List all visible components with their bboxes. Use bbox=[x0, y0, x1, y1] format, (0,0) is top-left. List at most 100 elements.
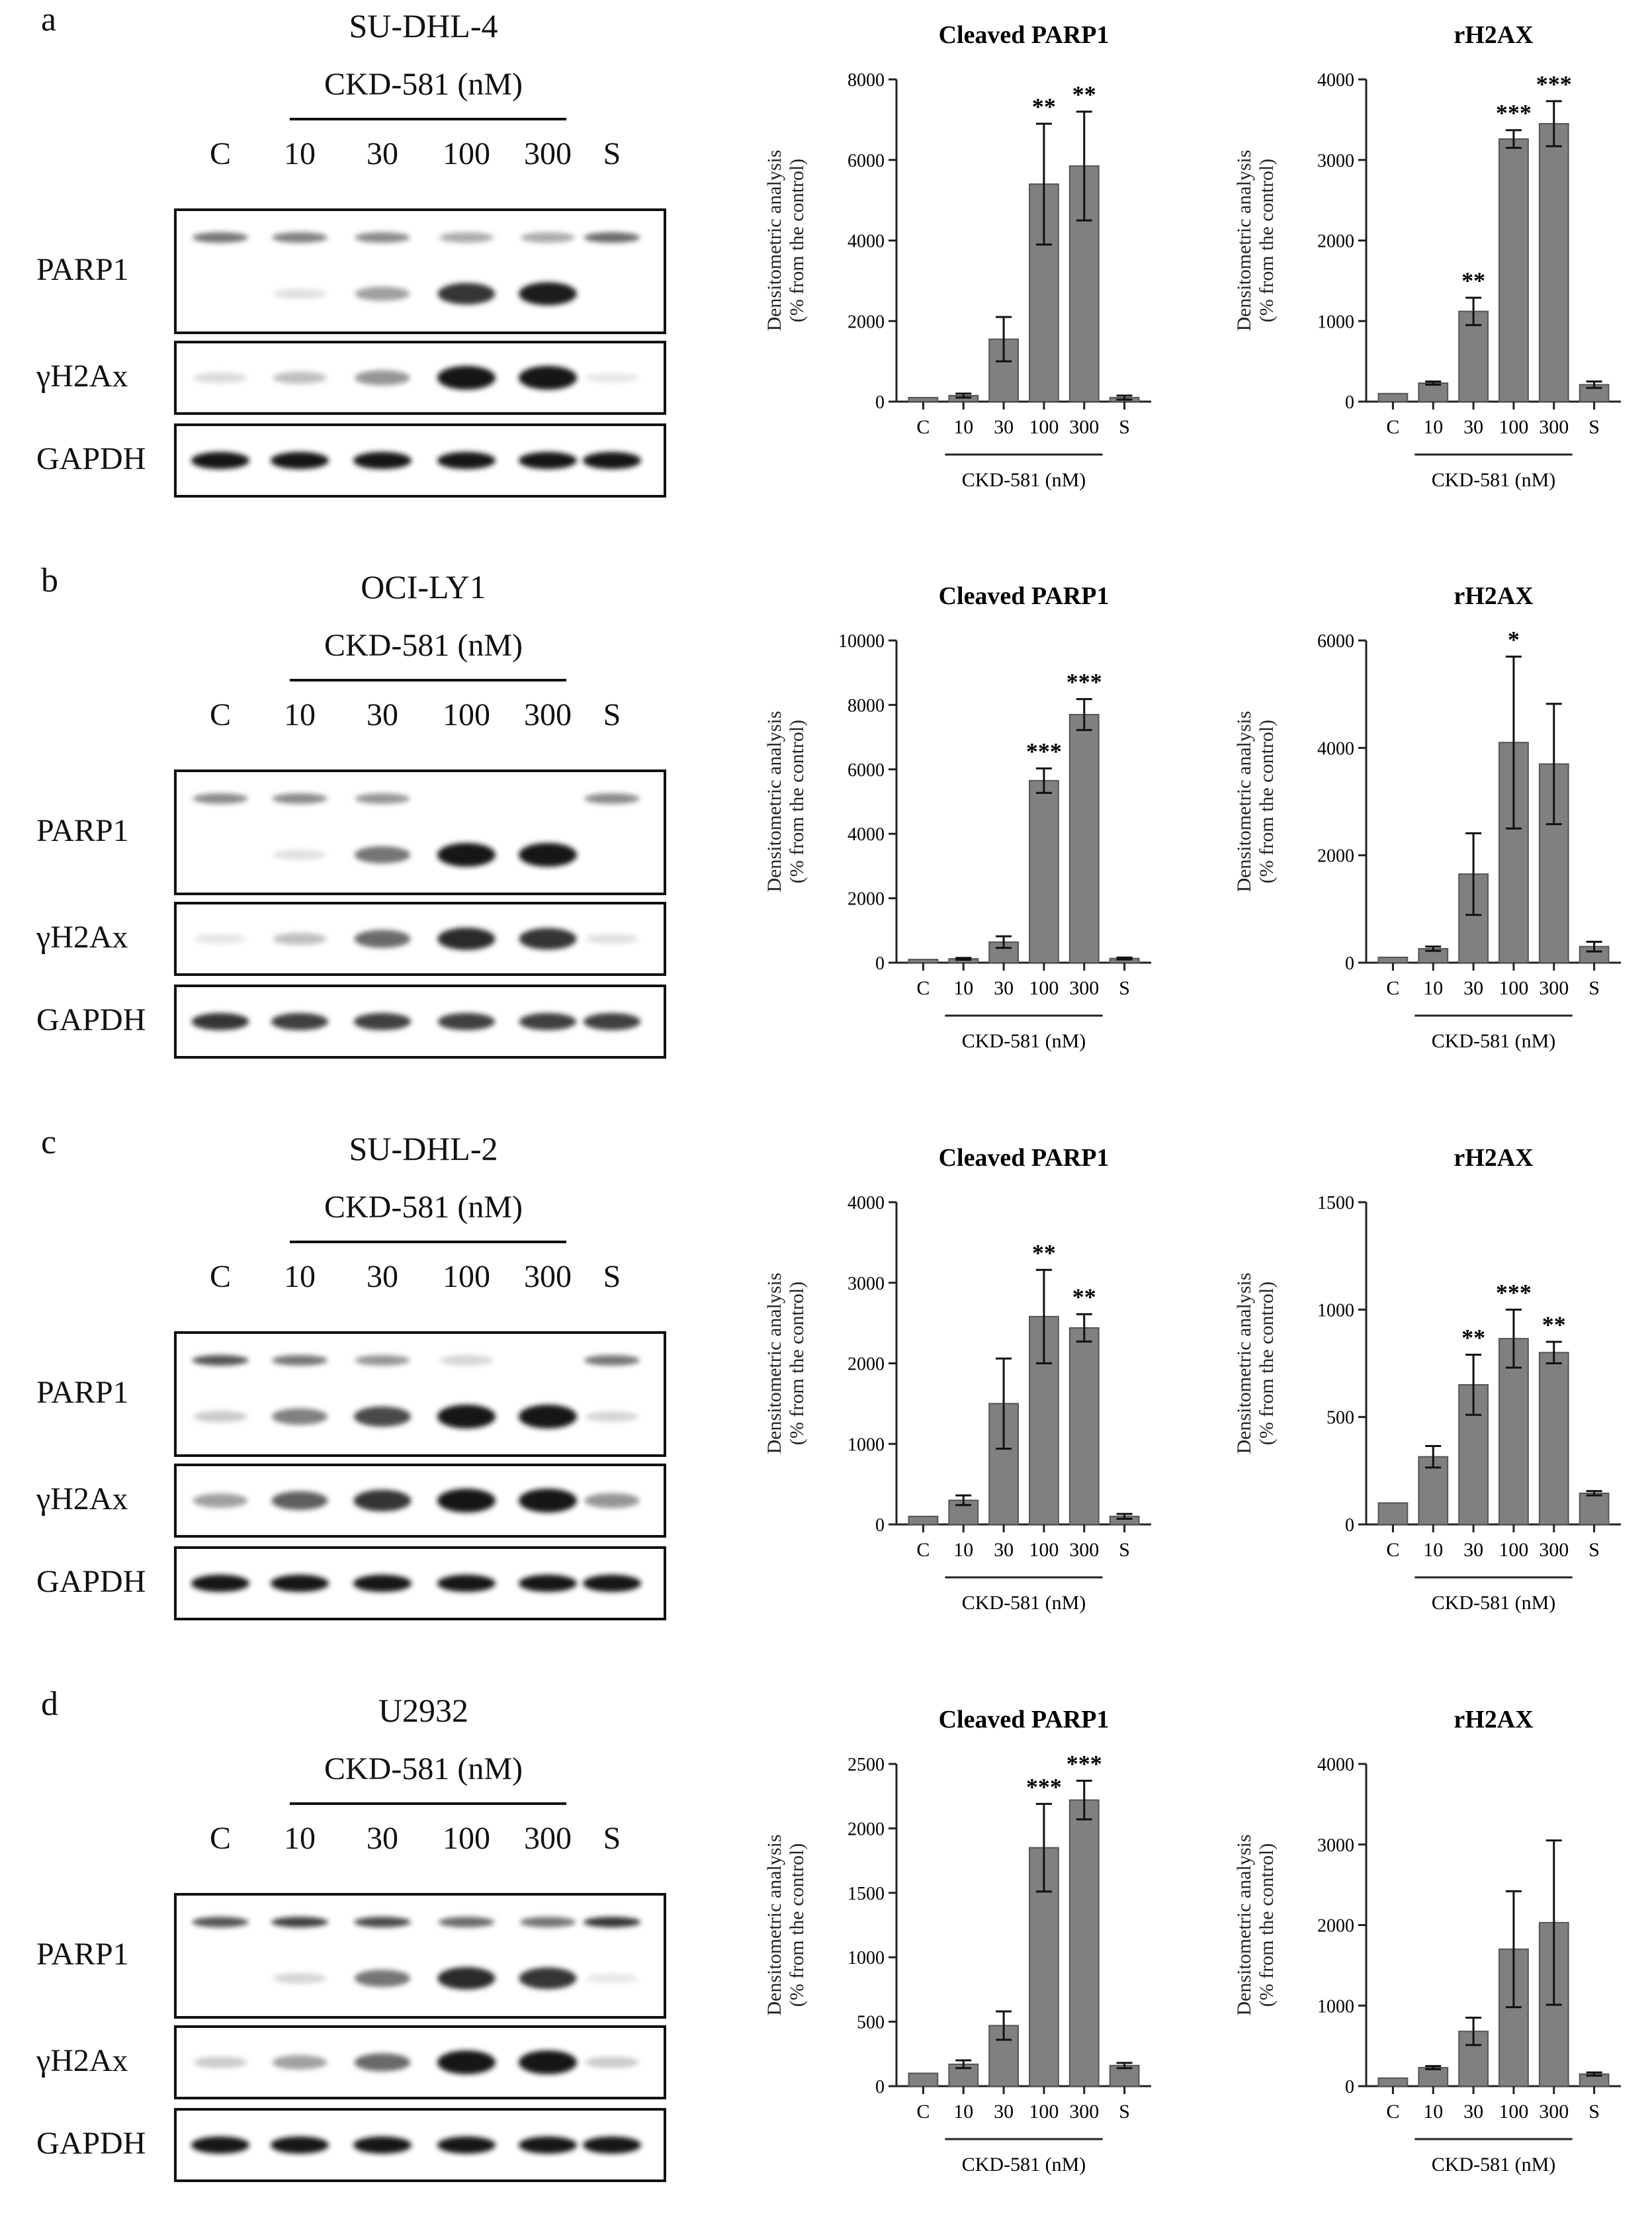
blot-band bbox=[273, 1972, 327, 1984]
blot-band bbox=[354, 1969, 411, 1988]
y-tick-label: 0 bbox=[875, 1515, 885, 1536]
parp1-blot bbox=[174, 1331, 666, 1457]
gapdh-blot bbox=[174, 985, 666, 1059]
parp1-blot bbox=[174, 769, 666, 895]
blot-band bbox=[437, 1489, 496, 1513]
western-blot: OCI-LY1 CKD-581 (nM) C 10 30 100 300 S PARP1 γH2A… bbox=[0, 561, 695, 1116]
lane-label: 30 bbox=[367, 697, 398, 732]
bar bbox=[1377, 956, 1409, 964]
chart-svg: rH2AX Densitometric analysis(% from the c… bbox=[1233, 582, 1621, 1052]
blot-band bbox=[437, 1967, 496, 1990]
bar bbox=[1458, 310, 1489, 403]
x-tick-label: 100 bbox=[1499, 977, 1528, 999]
blot-band bbox=[271, 452, 329, 469]
lane-label: 300 bbox=[524, 1821, 572, 1856]
x-axis-label: CKD-581 (nM) bbox=[1432, 469, 1556, 491]
bar-chart: Cleaved PARP1 Densitometric analysis(% fr… bbox=[741, 0, 1164, 554]
chart-svg: rH2AX Densitometric analysis(% from the c… bbox=[1233, 21, 1621, 491]
blot-band bbox=[193, 373, 247, 383]
blot-band bbox=[583, 452, 641, 469]
parp1-blot bbox=[174, 208, 666, 334]
y-tick-label: 0 bbox=[1345, 1515, 1354, 1536]
y-tick-label: 2000 bbox=[848, 1354, 885, 1375]
blot-band bbox=[355, 370, 410, 386]
x-tick-label: C bbox=[1386, 977, 1399, 999]
x-tick-label: C bbox=[916, 1539, 930, 1561]
x-tick-label: 10 bbox=[1423, 977, 1443, 999]
lane-label: S bbox=[603, 136, 621, 171]
blot-band bbox=[272, 1408, 327, 1425]
blot-band bbox=[437, 1575, 496, 1592]
blot-band bbox=[437, 1013, 496, 1030]
blot-band bbox=[273, 850, 327, 860]
blot-band bbox=[584, 1355, 640, 1366]
bar bbox=[1499, 138, 1529, 402]
blot-row-label: PARP1 bbox=[36, 1375, 129, 1410]
bar-chart: Cleaved PARP1 Densitometric analysis(% fr… bbox=[741, 1123, 1164, 1677]
chart-svg: Cleaved PARP1 Densitometric analysis(% fr… bbox=[763, 1144, 1151, 1614]
gamma-h2ax-blot bbox=[174, 2025, 666, 2099]
y-tick-label: 1500 bbox=[1317, 1193, 1354, 1213]
lane-label: 100 bbox=[443, 697, 490, 732]
blot-band bbox=[191, 2136, 249, 2154]
x-tick-label: 300 bbox=[1069, 977, 1099, 999]
blot-band bbox=[585, 2056, 639, 2068]
bar bbox=[1418, 2066, 1449, 2087]
x-tick-label: 10 bbox=[953, 977, 973, 999]
blot-band bbox=[353, 1489, 412, 1512]
x-tick-label: C bbox=[1386, 2101, 1399, 2123]
y-tick-label: 4000 bbox=[848, 1193, 885, 1213]
x-tick-label: S bbox=[1119, 977, 1130, 999]
bar bbox=[1538, 1352, 1569, 1525]
cell-line-title: SU-DHL-4 bbox=[349, 7, 498, 44]
blot-band bbox=[354, 2053, 411, 2072]
blot-row-label: γH2Ax bbox=[36, 2043, 128, 2078]
figure-panel-b: b OCI-LY1 CKD-581 (nM) C 10 30 100 300 S PARP1 γH2… bbox=[0, 561, 1652, 1116]
x-axis-label: CKD-581 (nM) bbox=[1432, 1592, 1556, 1614]
lane-label: S bbox=[603, 697, 621, 732]
western-blot: U2932 CKD-581 (nM) C 10 30 100 300 S PARP1 γH2Ax G… bbox=[0, 1685, 695, 2239]
y-tick-label: 500 bbox=[857, 2013, 885, 2033]
bar bbox=[908, 1515, 939, 1526]
blot-band bbox=[519, 1575, 577, 1592]
blot-band bbox=[519, 282, 577, 306]
gamma-h2ax-blot bbox=[174, 1464, 666, 1538]
blot-band bbox=[354, 930, 411, 948]
y-axis-label: Densitometric analysis bbox=[763, 150, 785, 331]
x-tick-label: 30 bbox=[994, 2101, 1014, 2123]
lane-label: 100 bbox=[443, 1821, 490, 1856]
blot-band bbox=[437, 2136, 496, 2154]
blot-band bbox=[272, 232, 327, 243]
y-axis-label: (% from the control) bbox=[1256, 159, 1278, 322]
gamma-h2ax-blot bbox=[174, 341, 666, 415]
x-tick-label: 100 bbox=[1499, 1539, 1528, 1561]
svg-text:Densitometric analysis(% from: Densitometric analysis(% from the contro… bbox=[763, 1272, 808, 1454]
x-tick-label: 30 bbox=[994, 416, 1014, 438]
blot-band bbox=[437, 366, 496, 390]
x-tick-label: 30 bbox=[1463, 2101, 1483, 2123]
blot-band bbox=[193, 1411, 247, 1423]
lane-label: 300 bbox=[524, 1259, 572, 1294]
chart-title: Cleaved PARP1 bbox=[939, 21, 1109, 49]
bar bbox=[1029, 779, 1059, 963]
blot-band bbox=[271, 1491, 328, 1511]
x-tick-label: 300 bbox=[1069, 416, 1099, 438]
x-tick-label: 10 bbox=[953, 416, 973, 438]
blot-band bbox=[191, 1013, 249, 1030]
blot-band bbox=[519, 2050, 577, 2074]
blot-band bbox=[271, 1917, 329, 1927]
bar bbox=[1377, 2077, 1409, 2087]
bar-chart: rH2AX Densitometric analysis(% from the c… bbox=[1211, 561, 1634, 1116]
blot-band bbox=[583, 2136, 641, 2154]
x-axis-label: CKD-581 (nM) bbox=[962, 1592, 1086, 1614]
y-tick-label: 1000 bbox=[1317, 1996, 1354, 2017]
bar bbox=[1068, 714, 1100, 963]
blot-band bbox=[354, 1917, 411, 1927]
significance-mark: ** bbox=[1072, 81, 1096, 108]
blot-row-label: GAPDH bbox=[36, 2126, 146, 2161]
gapdh-blot bbox=[174, 2108, 666, 2182]
y-axis-label: (% from the control) bbox=[1256, 1282, 1278, 1445]
svg-text:Densitometric analysis(% from: Densitometric analysis(% from the contro… bbox=[1233, 711, 1278, 892]
x-tick-label: 100 bbox=[1499, 416, 1528, 438]
lane-label: S bbox=[603, 1259, 621, 1294]
